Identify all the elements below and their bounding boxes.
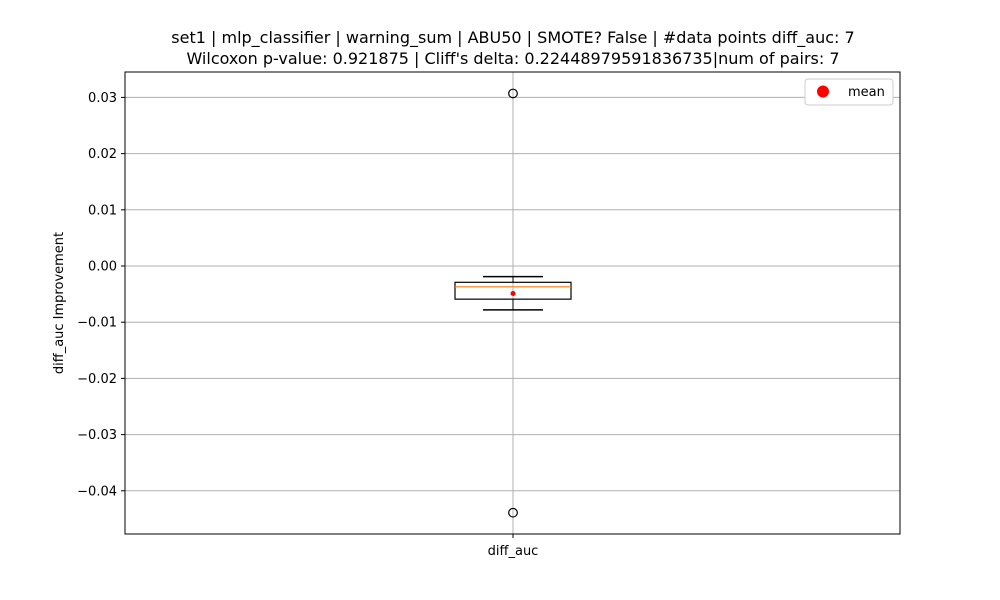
x-axis-ticks: diff_auc [488, 534, 539, 559]
y-tick-label: −0.02 [77, 372, 117, 387]
y-tick-label: 0.01 [88, 203, 117, 218]
legend-mean-marker [817, 85, 829, 98]
y-tick-label: −0.03 [77, 428, 117, 443]
y-tick-label: −0.01 [77, 316, 117, 331]
legend-mean-label: mean [848, 85, 885, 100]
chart-title-line-2: Wilcoxon p-value: 0.921875 | Cliff's del… [186, 49, 839, 68]
box-plot-marks [454, 88, 572, 518]
mean-marker [510, 291, 516, 297]
plot-area-frame [124, 71, 901, 535]
y-axis-ticks: 0.03 0.02 0.01 0.00 −0.01 −0.02 −0.03 −0.04 [77, 91, 125, 499]
chart-title-line-1: set1 | mlp_classifier | warning_sum | AB… [171, 28, 854, 48]
y-axis-label: diff_auc Improvement [52, 232, 67, 374]
y-tick-label: −0.04 [77, 484, 117, 499]
outlier-point [508, 88, 518, 99]
iqr-box [454, 281, 572, 300]
legend-frame [804, 78, 894, 106]
x-tick-label: diff_auc [488, 544, 539, 559]
outlier-point [508, 507, 518, 518]
legend: mean [804, 78, 894, 106]
y-tick-label: 0.02 [88, 147, 117, 162]
y-tick-label: 0.00 [88, 260, 117, 275]
y-tick-label: 0.03 [88, 91, 117, 106]
